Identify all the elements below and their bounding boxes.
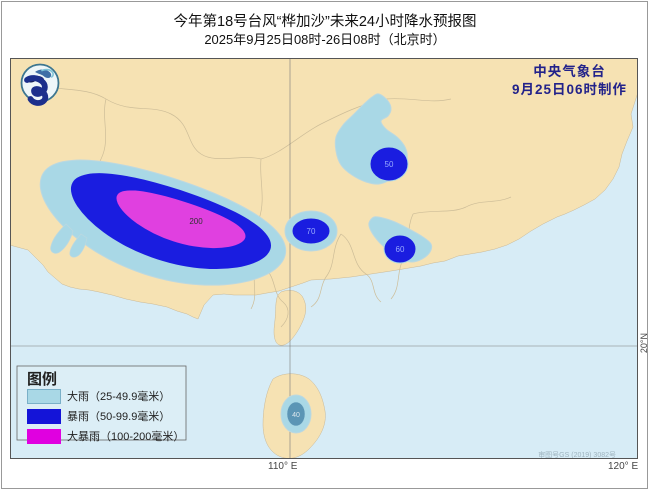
svg-text:70: 70 (307, 227, 316, 236)
svg-text:50: 50 (385, 160, 394, 169)
svg-text:60: 60 (396, 245, 405, 254)
svg-text:审图号GS (2019) 3082号: 审图号GS (2019) 3082号 (538, 450, 616, 459)
svg-text:200: 200 (189, 217, 203, 226)
svg-text:40: 40 (292, 412, 300, 419)
